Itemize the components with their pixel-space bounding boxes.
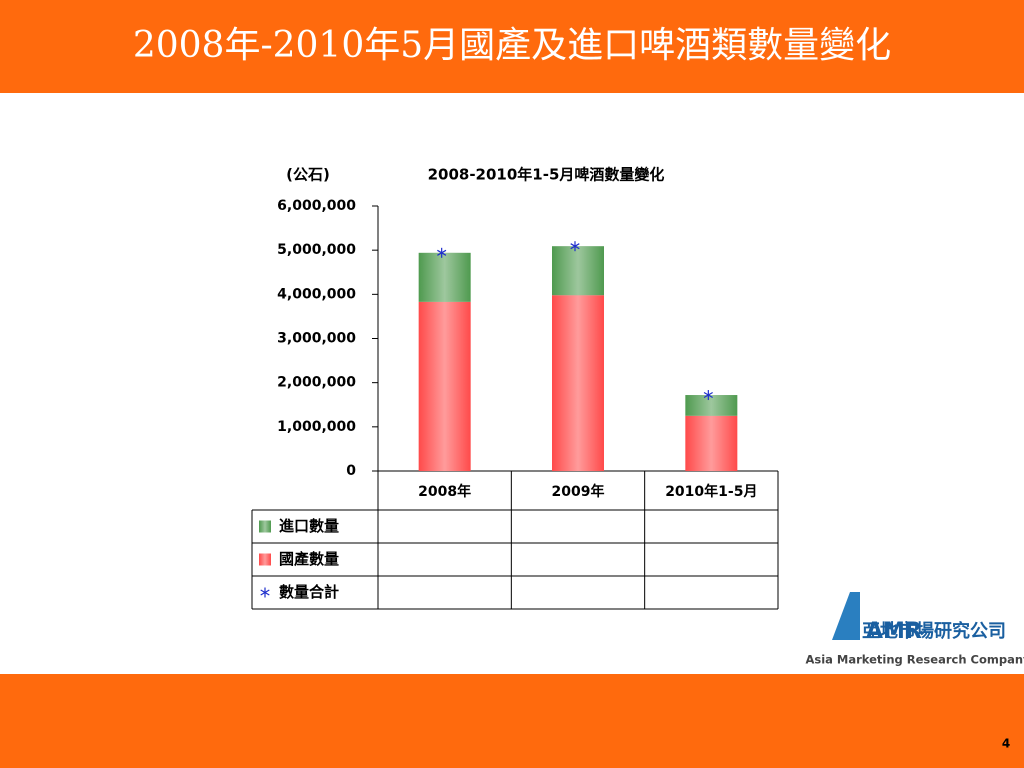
bar-shine — [685, 395, 738, 416]
bar-shine — [552, 246, 604, 296]
legend-shine — [259, 553, 271, 566]
chart-title: 2008-2010年1-5月啤酒數量變化 — [428, 166, 665, 184]
y-tick-label: 1,000,000 — [277, 419, 356, 435]
logo-mark: AMR — [866, 619, 922, 644]
y-tick-label: 2,000,000 — [277, 375, 356, 391]
bar-shine — [418, 301, 471, 471]
bar-shine — [685, 415, 738, 471]
y-tick-label: 3,000,000 — [277, 331, 356, 347]
star-stroke — [437, 249, 447, 256]
x-tick-label: 2009年 — [552, 483, 605, 500]
logo-name: 亞地市場研究公司 — [862, 620, 1006, 642]
legend-shine — [259, 520, 271, 533]
bar-shine — [418, 252, 471, 302]
unit-label: (公石) — [286, 166, 330, 184]
legend-label: 數量合計 — [279, 583, 339, 601]
star-stroke — [260, 589, 270, 596]
x-tick-label: 2008年 — [418, 483, 471, 500]
logo-tagline: Asia Marketing Research Company — [805, 653, 1024, 667]
footer-band — [0, 674, 1024, 768]
page-number: 4 — [1002, 737, 1010, 751]
total-marker — [437, 247, 447, 258]
logo-shape — [832, 592, 860, 640]
y-tick-label: 5,000,000 — [277, 242, 356, 258]
bar-shine — [552, 295, 604, 471]
y-tick-label: 6,000,000 — [277, 198, 356, 214]
y-tick-label: 4,000,000 — [277, 286, 356, 302]
x-tick-label: 2010年1-5月 — [665, 483, 757, 500]
y-tick-label: 0 — [346, 463, 356, 479]
star-stroke — [703, 392, 713, 399]
legend-marker — [260, 587, 270, 598]
legend-label: 進口數量 — [279, 517, 339, 535]
total-marker — [570, 241, 580, 252]
total-marker — [703, 390, 713, 401]
slide-title: 2008年-2010年5月國產及進口啤酒類數量變化 — [133, 25, 891, 66]
logo: AMR 亞地市場研究公司 Asia Marketing Research Com… — [805, 592, 1024, 667]
star-stroke — [570, 243, 580, 250]
header-band — [0, 0, 1024, 93]
legend-label: 國產數量 — [279, 550, 339, 568]
